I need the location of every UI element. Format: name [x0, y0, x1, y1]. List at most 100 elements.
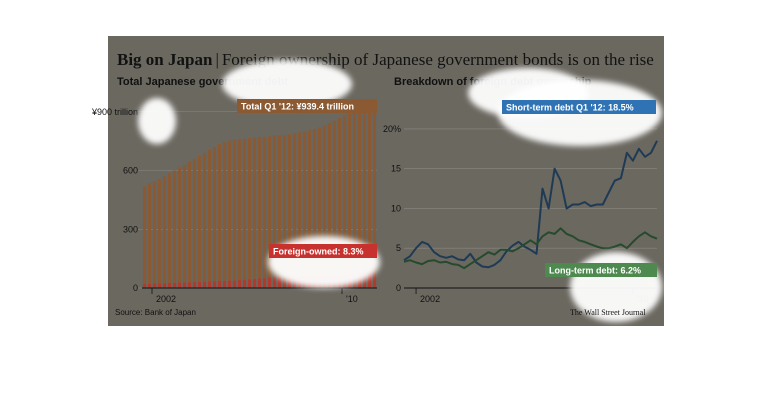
short-term-callout-box: [502, 100, 656, 114]
y-tick-label: 0: [396, 283, 401, 293]
total-debt-bar: [227, 140, 232, 288]
total-debt-bar: [357, 109, 362, 289]
short-term-debt-line: [403, 140, 658, 269]
foreign-owned-bar: [277, 277, 282, 288]
y-tick-label: 300: [123, 224, 138, 234]
total-debt-bar: [312, 128, 317, 288]
foreign-owned-callout-box: [269, 244, 377, 258]
foreign-owned-bar: [142, 284, 147, 288]
total-debt-bar: [142, 186, 147, 288]
callouts-top: Total Q1 '12: ¥939.4 trillion Foreign-own…: [237, 99, 657, 277]
total-debt-callout-box: [237, 99, 377, 113]
source-note: Source: Bank of Japan: [115, 308, 196, 317]
foreign-owned-bar: [152, 283, 157, 288]
foreign-owned-bar: [262, 278, 267, 288]
foreign-owned-bar: [227, 280, 232, 288]
foreign-owned-bar: [257, 278, 262, 288]
y-tick-label: 10: [391, 203, 401, 213]
total-debt-bar: [207, 149, 212, 288]
total-debt-bar: [302, 131, 307, 288]
y-tick-label: ¥900 trillion: [91, 107, 138, 117]
total-debt-bar: [272, 135, 277, 288]
short-term-callout-label: Short-term debt Q1 '12: 18.5%: [506, 103, 634, 113]
foreign-owned-bar: [197, 281, 202, 288]
foreign-owned-bar: [162, 283, 167, 288]
foreign-owned-bar: [147, 283, 152, 288]
total-debt-bar: [352, 111, 357, 288]
foreign-owned-bar: [222, 280, 227, 288]
total-debt-bar: [247, 138, 252, 288]
total-debt-bar: [362, 107, 367, 288]
foreign-owned-bar: [242, 279, 247, 288]
total-debt-bar: [217, 144, 222, 288]
total-debt-bar: [372, 104, 377, 288]
x-tick-label: 2002: [420, 294, 440, 304]
total-debt-bar: [257, 137, 262, 288]
headline: Big on Japan | Foreign ownership of Japane…: [117, 50, 654, 70]
foreign-owned-bar: [267, 277, 272, 288]
total-debt-bar: [297, 132, 302, 288]
foreign-owned-bar: [212, 281, 217, 288]
foreign-owned-bar: [187, 282, 192, 288]
total-debt-bar: [307, 130, 312, 288]
y-tick-label: 15: [391, 164, 401, 174]
foreign-owned-bar: [177, 282, 182, 288]
x-tick-label: 2002: [156, 294, 176, 304]
total-debt-bar: [157, 179, 162, 288]
total-debt-bar: [252, 137, 257, 288]
total-debt-bar: [277, 135, 282, 288]
y-tick-label: 0: [133, 283, 138, 293]
total-debt-bar: [327, 123, 332, 288]
total-debt-bar: [232, 139, 237, 288]
highlight-blob: [138, 98, 176, 144]
foreign-owned-bar: [237, 280, 242, 288]
total-debt-bar: [212, 147, 217, 288]
total-debt-bar: [317, 127, 322, 289]
x-tick-label: '10: [346, 294, 358, 304]
total-debt-bar: [267, 136, 272, 288]
total-debt-bar: [162, 176, 167, 288]
total-debt-bar: [172, 170, 177, 288]
total-debt-bar: [292, 133, 297, 288]
total-debt-bar: [167, 173, 172, 288]
foreign-owned-callout-label: Foreign-owned: 8.3%: [273, 247, 364, 257]
foreign-owned-bar: [232, 280, 237, 288]
total-debt-bar: [337, 118, 342, 289]
foreign-owned-bar: [192, 282, 197, 288]
total-debt-bar: [332, 120, 337, 288]
total-debt-bar: [222, 142, 227, 288]
foreign-owned-bar: [172, 282, 177, 288]
total-debt-bar: [182, 165, 187, 288]
total-debt-bar: [282, 134, 287, 288]
total-debt-bar: [202, 152, 207, 288]
total-debt-bar: [237, 139, 242, 288]
total-debt-bar: [262, 136, 267, 288]
y-tick-label: 600: [123, 166, 138, 176]
y-tick-label: 5: [396, 243, 401, 253]
total-debt-bar: [152, 181, 157, 288]
total-debt-bar: [367, 105, 372, 288]
long-term-callout-label: Long-term debt: 6.2%: [549, 266, 641, 276]
left-bar-chart: ¥900 trillion 600 300 0 2002 '10: [91, 104, 377, 304]
foreign-owned-bar: [372, 272, 377, 288]
headline-kicker: Big on Japan: [117, 50, 213, 69]
total-debt-bar: [342, 115, 347, 289]
total-debt-bar: [287, 134, 292, 288]
foreign-owned-bar: [182, 282, 187, 288]
long-term-debt-line: [403, 227, 658, 270]
foreign-owned-bar: [247, 279, 252, 288]
total-debt-bar: [242, 138, 247, 288]
total-debt-bar: [197, 155, 202, 288]
foreign-owned-bar: [167, 283, 172, 288]
total-debt-bar: [192, 158, 197, 288]
total-debt-bar: [147, 183, 152, 288]
foreign-owned-bar: [362, 273, 367, 288]
foreign-owned-bar: [252, 278, 257, 288]
foreign-owned-bar: [367, 272, 372, 288]
foreign-owned-bar: [157, 283, 162, 288]
foreign-owned-bar: [217, 281, 222, 288]
foreign-owned-bar: [282, 277, 287, 288]
publisher-credit: The Wall Street Journal: [570, 308, 646, 317]
